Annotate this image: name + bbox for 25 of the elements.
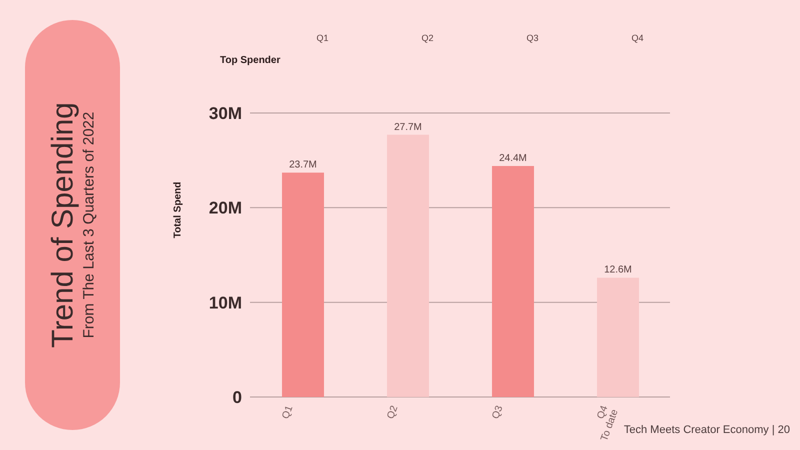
text: Tech Meets Creator Economy | 20: [624, 424, 790, 436]
data-label: 12.6M: [604, 264, 632, 276]
bar: [597, 278, 639, 397]
text: Q3: [526, 33, 539, 43]
data-label: 24.4M: [499, 153, 527, 164]
y-axis-title: Total Spend: [172, 182, 184, 238]
x-tick-label: Q2: [385, 404, 400, 421]
y-tick-label: 20M: [208, 198, 242, 218]
bar: [387, 134, 429, 397]
text: Q1: [316, 33, 329, 43]
text: Q4: [631, 33, 644, 43]
text: Top Spender: [220, 55, 280, 66]
x-tick-label: Q4 To date: [595, 404, 621, 443]
data-label: 27.7M: [394, 122, 422, 133]
text: Q2: [421, 33, 434, 43]
bar: [492, 166, 534, 397]
text: From The Last 3 Quarters of 2022: [80, 110, 98, 340]
data-label: 23.7M: [289, 160, 317, 171]
text: Trend of Spending: [46, 102, 80, 348]
y-tick-label: 0: [232, 388, 242, 408]
x-tick-label: Q1: [280, 404, 296, 421]
bar: [282, 172, 324, 397]
y-tick-label: 10M: [208, 293, 242, 312]
y-tick-label: 30M: [208, 104, 242, 124]
x-tick-label: Q3: [490, 404, 506, 421]
